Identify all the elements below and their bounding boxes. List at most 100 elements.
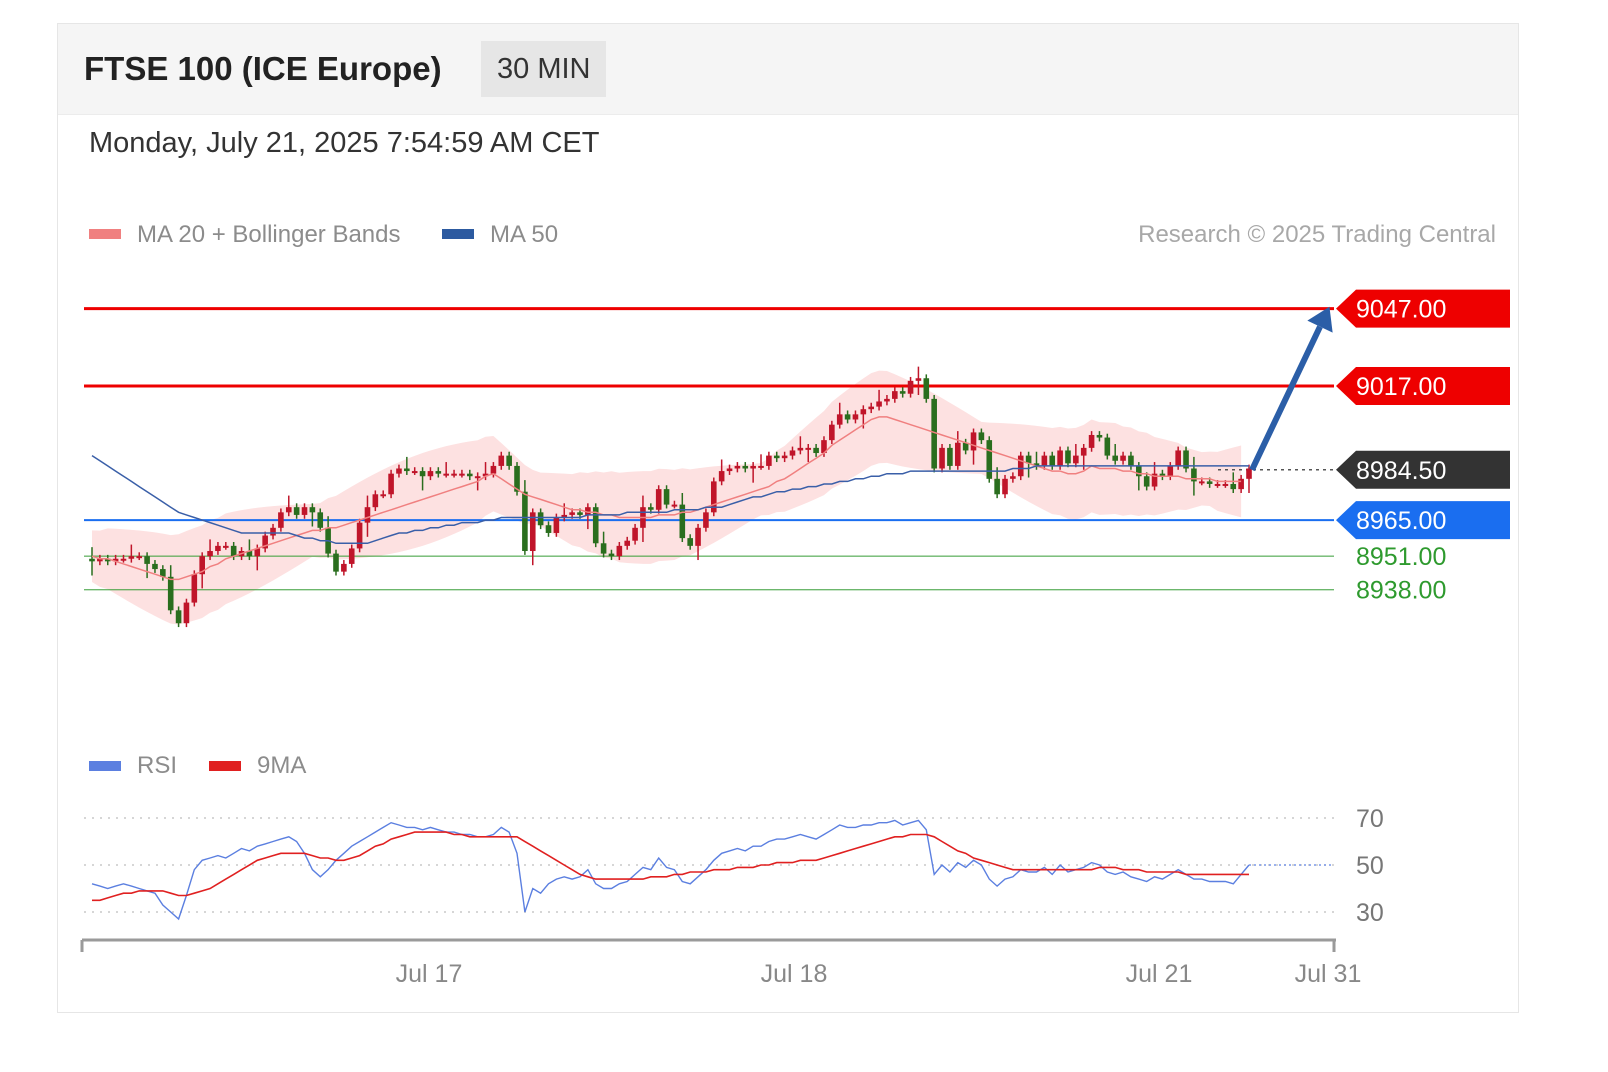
candle <box>482 462 489 481</box>
candle <box>829 420 835 445</box>
candle <box>1041 451 1048 470</box>
candle-body <box>600 543 607 554</box>
candle <box>262 531 268 553</box>
candle-body <box>671 504 678 507</box>
candle <box>230 541 237 561</box>
candle-body <box>954 442 961 466</box>
candle-body <box>1073 455 1079 464</box>
candle-body <box>128 556 135 559</box>
level-label-9017.00: 9017.00 <box>1356 373 1446 401</box>
candle-body <box>986 440 993 479</box>
rsi-swatch <box>89 761 121 771</box>
candle-body <box>262 535 268 549</box>
candle-body <box>852 414 859 420</box>
candle <box>333 549 339 576</box>
candle <box>388 469 394 499</box>
candle-body <box>1191 468 1197 482</box>
candle <box>1010 472 1016 483</box>
candle <box>490 462 497 478</box>
candle-body <box>348 548 355 564</box>
candle <box>758 454 764 470</box>
candle <box>939 444 945 473</box>
candle <box>443 462 449 478</box>
candle-body <box>529 512 536 552</box>
legend-ma20: MA 20 + Bollinger Bands <box>89 221 401 249</box>
candle <box>175 606 182 628</box>
candle-body <box>522 491 528 552</box>
candle-body <box>569 512 575 515</box>
candle-body <box>199 556 205 575</box>
candle-body <box>844 414 851 420</box>
candle-body <box>1159 473 1166 477</box>
candle <box>1049 451 1056 470</box>
candle-body <box>821 440 827 454</box>
candle-body <box>1104 437 1111 456</box>
candle-body <box>1246 468 1252 479</box>
candle-body <box>175 610 182 624</box>
candle-body <box>1057 450 1063 466</box>
x-tick-Jul-31: Jul 31 <box>1295 960 1362 988</box>
candle-body <box>1120 455 1126 461</box>
candle <box>876 389 882 411</box>
candle-body <box>577 512 583 515</box>
candle-body <box>435 471 442 474</box>
candle <box>1238 474 1244 493</box>
candle <box>309 503 316 527</box>
candle-body <box>356 522 363 549</box>
candle <box>1112 444 1118 465</box>
candle <box>270 523 276 540</box>
candle-body <box>474 476 481 479</box>
candle <box>466 469 473 481</box>
candle <box>506 451 512 470</box>
candle-body <box>860 409 867 415</box>
level-label-8965.00: 8965.00 <box>1356 507 1446 535</box>
candle-body <box>545 525 552 533</box>
candle-body <box>514 465 520 492</box>
candle <box>710 477 717 517</box>
candle <box>915 366 922 396</box>
candle-body <box>333 553 339 572</box>
timestamp: Monday, July 21, 2025 7:54:59 AM CET <box>89 127 600 159</box>
candle <box>813 444 819 457</box>
level-tag-9047.00 <box>1336 289 1510 328</box>
ma20-swatch <box>89 228 121 239</box>
candle-body <box>899 391 906 394</box>
candle <box>734 462 741 473</box>
candle-body <box>427 471 434 477</box>
candle-body <box>1010 476 1016 479</box>
level-label-8951.00: 8951.00 <box>1356 543 1446 571</box>
candle-body <box>1080 447 1087 456</box>
candle-body <box>632 527 638 541</box>
candle <box>608 549 615 561</box>
candle-body <box>1206 481 1213 484</box>
candle-body <box>561 514 568 518</box>
candle-body <box>136 556 143 559</box>
candle <box>183 598 190 628</box>
candle-body <box>931 398 937 469</box>
candle-body <box>797 447 804 451</box>
candle <box>1191 456 1197 496</box>
candle <box>498 451 505 470</box>
candle <box>372 490 379 512</box>
price-chart-svg: 9047.00 9017.00 8984.50 8965.00 8951.00 8938.… <box>80 289 1510 988</box>
candle-body <box>663 489 670 505</box>
candle <box>616 541 623 561</box>
candle <box>970 428 977 465</box>
candle-body <box>285 507 292 513</box>
candle <box>679 492 686 542</box>
candle-body <box>466 473 473 477</box>
candle-body <box>608 553 615 557</box>
timeframe-badge[interactable]: 30 MIN <box>481 41 607 97</box>
candle <box>136 552 143 561</box>
candle <box>348 544 355 568</box>
chart-card: FTSE 100 (ICE Europe) 30 MIN Monday, Jul… <box>57 23 1519 1013</box>
candle-body <box>380 494 387 497</box>
candle-body <box>947 447 953 466</box>
candle <box>1073 444 1079 468</box>
candle <box>750 462 756 483</box>
candle-body <box>703 512 709 528</box>
candle <box>671 500 678 509</box>
candle <box>537 508 544 530</box>
candle-body <box>104 558 111 562</box>
x-tick-Jul-17: Jul 17 <box>396 960 463 988</box>
